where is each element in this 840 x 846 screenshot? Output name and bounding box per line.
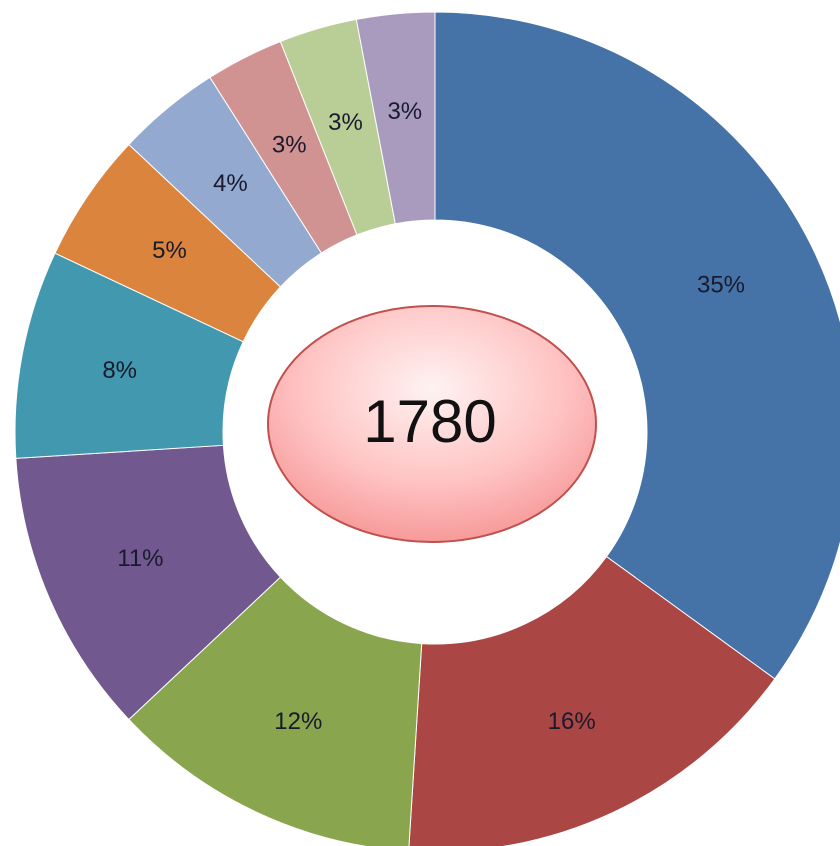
slice-label: 8%: [102, 357, 137, 384]
slice-label: 16%: [548, 708, 596, 735]
slice-label: 35%: [697, 272, 745, 299]
slice: [128, 576, 423, 846]
slice-label: 3%: [272, 131, 307, 158]
slice-label: 4%: [213, 170, 248, 197]
center-badge: [267, 305, 597, 543]
slice: [355, 11, 436, 225]
slice: [408, 555, 776, 846]
slice-label: 5%: [152, 237, 187, 264]
labels: 35% 16% 12% 11% 8% 5% 4% 3% 3% 3%: [102, 98, 745, 735]
slice: [434, 11, 840, 680]
slice-label: 12%: [274, 708, 322, 735]
slices: [14, 11, 840, 846]
slice-label: 3%: [387, 98, 422, 125]
slice-label: 3%: [328, 109, 363, 136]
slice-label: 11%: [117, 545, 163, 572]
center-total: 1780: [363, 388, 496, 455]
